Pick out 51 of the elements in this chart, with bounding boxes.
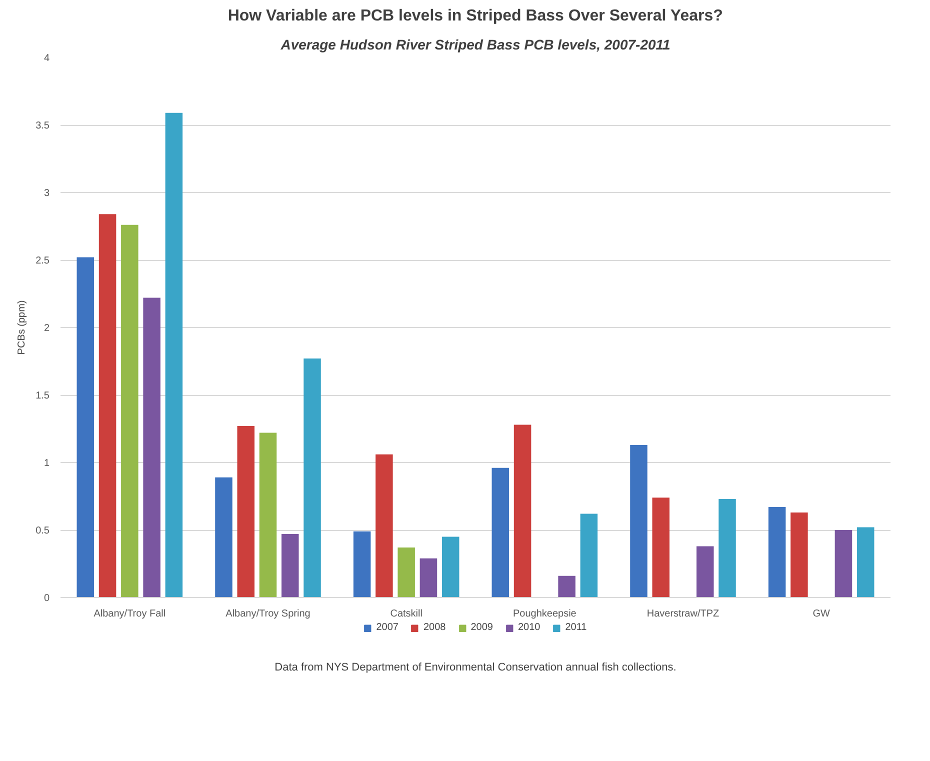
bar bbox=[856, 527, 874, 598]
y-tick-label: 3.5 bbox=[36, 120, 50, 132]
legend-label: 2009 bbox=[470, 622, 493, 633]
legend-label: 2010 bbox=[518, 622, 540, 633]
y-tick-label: 2.5 bbox=[36, 256, 50, 266]
bar bbox=[718, 498, 736, 598]
bar bbox=[76, 257, 94, 598]
bar bbox=[492, 468, 510, 598]
bar bbox=[768, 507, 786, 598]
legend-label: 2007 bbox=[376, 622, 398, 633]
bar bbox=[98, 214, 116, 598]
y-tick-label: 1.5 bbox=[36, 390, 50, 402]
y-tick-label: 0.5 bbox=[36, 526, 50, 536]
bar bbox=[376, 454, 393, 598]
y-tick-label: 1 bbox=[44, 458, 50, 469]
y-tick-label: 0 bbox=[44, 593, 50, 604]
bar bbox=[353, 531, 371, 598]
bar bbox=[282, 534, 299, 598]
chart-title: How Variable are PCB levels in Striped Bass Over Several Years? bbox=[228, 8, 723, 24]
bar bbox=[143, 298, 160, 598]
bar bbox=[304, 358, 321, 598]
bar bbox=[652, 498, 670, 598]
bar bbox=[398, 548, 415, 598]
legend-label: 2008 bbox=[423, 622, 446, 633]
bar bbox=[259, 432, 277, 598]
bar bbox=[237, 426, 254, 598]
x-tick-label: Albany/Troy Spring bbox=[226, 608, 310, 620]
legend-label: 2011 bbox=[565, 622, 587, 633]
bar bbox=[165, 112, 183, 598]
chart-subtitle: Average Hudson River Striped Bass PCB levels, 2007-2011 bbox=[280, 36, 671, 52]
bar bbox=[834, 530, 852, 598]
y-axis-title: PCBs (ppm) bbox=[16, 300, 28, 355]
text: Data from NYS Department of Environmental Conservation annual fish collections. bbox=[274, 662, 676, 674]
y-tick-label: 4 bbox=[44, 53, 50, 64]
bar bbox=[121, 224, 138, 598]
bar bbox=[514, 424, 532, 598]
x-tick-label: Haverstraw/TPZ bbox=[646, 608, 720, 620]
x-tick-label: GW bbox=[812, 608, 831, 620]
bar bbox=[420, 558, 438, 598]
bar bbox=[215, 477, 232, 598]
bar bbox=[580, 514, 598, 598]
x-tick-label: Poughkeepsie bbox=[512, 608, 577, 620]
bar bbox=[696, 546, 714, 598]
x-tick-label: Albany/Troy Fall bbox=[94, 608, 166, 620]
x-tick-label: Catskill bbox=[390, 608, 422, 620]
y-tick-label: 2 bbox=[44, 323, 50, 334]
bar bbox=[442, 536, 460, 598]
bar bbox=[790, 512, 808, 598]
bar bbox=[630, 444, 648, 598]
y-tick-label: 3 bbox=[44, 188, 50, 199]
bar bbox=[558, 576, 576, 598]
